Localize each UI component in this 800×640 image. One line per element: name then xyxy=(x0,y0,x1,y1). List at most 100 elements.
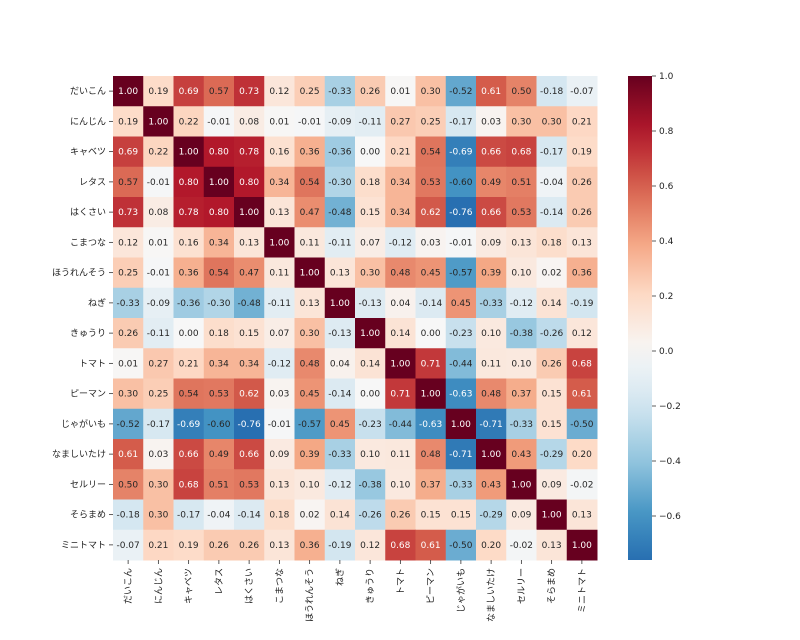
heatmap-cell xyxy=(445,529,477,561)
heatmap-cell xyxy=(203,469,235,500)
cell-value-label: 0.14 xyxy=(330,511,350,521)
heatmap-cell xyxy=(536,257,568,289)
heatmap-cell xyxy=(385,106,416,137)
heatmap-cell xyxy=(234,439,265,470)
cell-value-label: 0.30 xyxy=(118,390,138,400)
heatmap-cell xyxy=(385,197,416,228)
cell-value-label: -0.09 xyxy=(147,299,171,309)
heatmap-cell xyxy=(566,499,598,531)
heatmap-cell xyxy=(234,408,265,440)
heatmap-cell xyxy=(324,76,356,107)
heatmap-cell xyxy=(536,378,568,410)
heatmap-cell xyxy=(506,166,537,198)
row-label: キャベツ xyxy=(70,148,106,158)
cell-value-label: 0.57 xyxy=(118,178,138,188)
heatmap-cell xyxy=(173,136,205,168)
heatmap-cell xyxy=(566,529,598,561)
cell-value-label: -0.76 xyxy=(237,420,261,430)
cell-value-label: -0.33 xyxy=(479,299,502,309)
heatmap-cell xyxy=(294,529,326,561)
cell-value-label: 0.71 xyxy=(421,359,441,369)
heatmap-cell xyxy=(445,106,477,137)
cell-value-label: -0.38 xyxy=(510,329,534,339)
cell-value-label: 0.12 xyxy=(360,541,380,551)
cell-value-label: 0.15 xyxy=(542,390,562,400)
cell-value-label: 0.26 xyxy=(118,329,138,339)
cell-value-label: -0.60 xyxy=(207,420,231,430)
heatmap-cell xyxy=(566,106,598,137)
cell-value-label: -0.36 xyxy=(177,299,201,309)
row-label: はくさい xyxy=(70,207,106,218)
cell-value-label: 0.57 xyxy=(209,87,229,97)
cell-value-label: 0.19 xyxy=(148,87,168,97)
cell-value-label: -0.12 xyxy=(268,359,291,369)
heatmap-cell xyxy=(203,197,235,228)
heatmap-cell xyxy=(476,378,507,410)
cell-value-label: 1.00 xyxy=(118,87,138,97)
cell-value-label: 0.10 xyxy=(481,329,501,339)
cell-value-label: 0.25 xyxy=(148,390,168,400)
cell-value-label: -0.52 xyxy=(449,87,472,97)
heatmap-cell xyxy=(385,378,416,410)
heatmap-cell xyxy=(476,408,507,440)
heatmap-cell xyxy=(113,76,144,107)
heatmap-cell xyxy=(143,257,174,289)
cell-value-label: -0.19 xyxy=(328,541,352,551)
heatmap-cell xyxy=(264,227,295,258)
heatmap-cell xyxy=(445,227,477,258)
column-label: なましいたけ xyxy=(486,568,497,622)
heatmap-cell xyxy=(476,287,507,319)
heatmap-cell xyxy=(415,348,447,379)
cell-value-label: 0.10 xyxy=(360,450,380,460)
column-labels: だいこん にんじん キャベツ レタス はくさい こまつな ほうれんそう ねぎ きゅうり トマト ピー… xyxy=(123,560,588,622)
heatmap-cell xyxy=(203,106,235,137)
heatmap-cell xyxy=(476,529,507,561)
cell-value-label: 1.00 xyxy=(300,269,320,279)
heatmap-cell xyxy=(234,136,265,168)
cell-value-label: 0.00 xyxy=(360,148,380,158)
cell-value-label: 0.11 xyxy=(269,269,289,279)
heatmap-cell xyxy=(445,378,477,410)
cell-value-label: 0.68 xyxy=(179,480,199,490)
heatmap-cell xyxy=(385,227,416,258)
column-label: ねぎ xyxy=(334,568,346,586)
heatmap-cell xyxy=(355,439,386,470)
cell-value-label: 0.34 xyxy=(209,359,229,369)
heatmap-cell xyxy=(113,499,144,531)
cell-value-label: 0.11 xyxy=(481,359,501,369)
heatmap-cell xyxy=(113,166,144,198)
row-label: なましいたけ xyxy=(52,449,106,460)
heatmap-cell xyxy=(385,287,416,319)
heatmap-cell xyxy=(264,348,295,379)
cell-value-label: -0.30 xyxy=(328,178,352,188)
heatmap-cell xyxy=(264,318,295,349)
heatmap-cell xyxy=(173,166,205,198)
cell-value-label: 0.21 xyxy=(572,117,592,127)
cell-value-label: -0.01 xyxy=(298,117,321,127)
heatmap-cell xyxy=(294,106,326,137)
cell-value-label: 0.30 xyxy=(511,117,531,127)
cell-value-label: 0.78 xyxy=(179,208,199,218)
heatmap-cell xyxy=(385,257,416,289)
cell-value-label: 0.10 xyxy=(511,269,531,279)
cell-value-label: 0.36 xyxy=(300,148,320,158)
cell-value-label: -0.69 xyxy=(449,148,473,158)
heatmap-cell xyxy=(355,227,386,258)
heatmap-cell xyxy=(566,197,598,228)
cell-value-label: -0.63 xyxy=(419,420,442,430)
heatmap-cell xyxy=(476,197,507,228)
heatmap-cell xyxy=(203,287,235,319)
cell-value-label: 0.30 xyxy=(148,480,168,490)
cell-value-label: 0.18 xyxy=(360,178,380,188)
cell-value-label: 0.50 xyxy=(118,480,138,490)
cell-value-label: -0.33 xyxy=(328,87,351,97)
heatmap-cell xyxy=(113,378,144,410)
heatmap-cell xyxy=(294,76,326,107)
heatmap-cell xyxy=(506,529,537,561)
column-label: だいこん xyxy=(123,568,134,604)
heatmap-cell xyxy=(324,166,356,198)
heatmap-cell xyxy=(566,378,598,410)
cell-value-label: -0.44 xyxy=(449,359,473,369)
heatmap-cell xyxy=(445,197,477,228)
